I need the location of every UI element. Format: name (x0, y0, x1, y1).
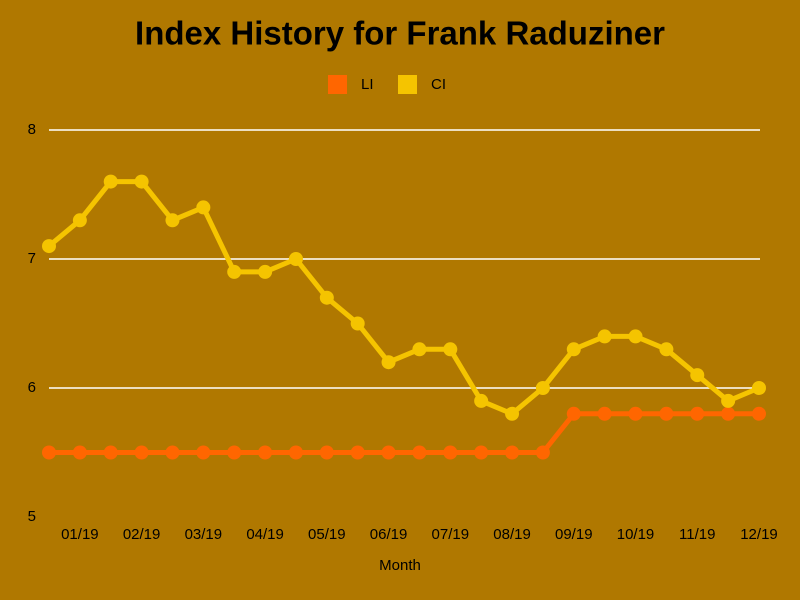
legend-label: CI (431, 76, 446, 93)
x-tick-label: 12/19 (740, 526, 778, 543)
data-point (288, 445, 303, 460)
legend-swatch (328, 75, 347, 94)
data-point (227, 445, 242, 460)
data-point (474, 445, 489, 460)
data-point (443, 342, 458, 357)
data-point (103, 445, 118, 460)
data-point (288, 252, 303, 266)
data-point (227, 264, 242, 279)
x-tick-label: 02/19 (123, 526, 161, 543)
x-tick-label: 05/19 (308, 526, 346, 543)
data-point (134, 174, 149, 189)
y-tick-label: 8 (28, 121, 36, 138)
data-point (42, 445, 56, 460)
data-point (134, 445, 149, 460)
data-point (690, 406, 705, 421)
data-point (319, 445, 334, 460)
data-point (196, 445, 211, 460)
legend-swatch (398, 75, 417, 94)
data-point (319, 290, 334, 305)
data-point (535, 445, 550, 460)
data-point (412, 445, 427, 460)
data-point (412, 342, 427, 357)
data-point (474, 393, 489, 408)
data-point (258, 445, 273, 460)
data-point (597, 329, 612, 344)
x-tick-label: 08/19 (493, 526, 531, 543)
x-tick-label: 09/19 (555, 526, 593, 543)
x-tick-label: 01/19 (61, 526, 99, 543)
data-point (72, 445, 87, 460)
x-tick-label: 06/19 (370, 526, 408, 543)
data-point (381, 355, 396, 370)
x-tick-label: 03/19 (185, 526, 223, 543)
x-tick-label: 11/19 (679, 526, 715, 543)
x-tick-label: 04/19 (246, 526, 284, 543)
data-point (505, 445, 520, 460)
data-point (659, 406, 674, 421)
data-point (165, 445, 180, 460)
data-point (350, 445, 365, 460)
y-tick-label: 7 (28, 250, 36, 267)
data-point (381, 445, 396, 460)
data-point (690, 368, 705, 383)
x-tick-label: 07/19 (432, 526, 470, 543)
data-point (443, 445, 458, 460)
data-point (196, 200, 211, 215)
data-point (72, 213, 87, 228)
data-point (628, 406, 643, 421)
legend-label: LI (361, 76, 374, 93)
data-point (659, 342, 674, 357)
y-tick-label: 5 (28, 508, 36, 525)
x-axis-label: Month (379, 557, 421, 574)
y-tick-label: 6 (28, 379, 36, 396)
data-point (535, 381, 550, 395)
data-point (350, 316, 365, 331)
data-point (505, 406, 520, 421)
data-point (258, 264, 273, 279)
data-point (597, 406, 612, 421)
data-point (628, 329, 643, 344)
data-point (566, 342, 581, 357)
data-point (752, 406, 766, 421)
data-point (103, 174, 118, 189)
data-point (165, 213, 180, 228)
data-point (752, 381, 766, 395)
data-point (42, 239, 56, 254)
chart-title: Index History for Frank Raduziner (135, 15, 665, 52)
data-point (721, 406, 736, 421)
data-point (721, 393, 736, 408)
x-tick-label: 10/19 (617, 526, 655, 543)
data-point (566, 406, 581, 421)
